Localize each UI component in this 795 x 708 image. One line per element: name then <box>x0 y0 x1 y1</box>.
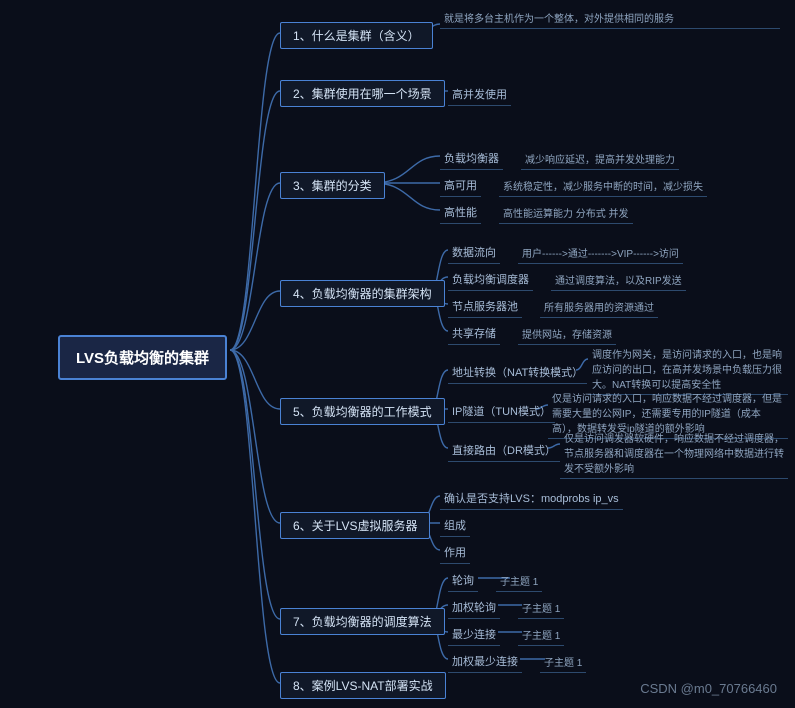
leaf-label: 直接路由（DR模式） <box>448 440 560 462</box>
leaf-label: 共享存储 <box>448 323 500 345</box>
root-label: LVS负载均衡的集群 <box>76 350 209 367</box>
leaf-desc: 就是将多台主机作为一个整体，对外提供相同的服务 <box>440 8 780 29</box>
leaf-label: 高并发使用 <box>448 84 511 106</box>
leaf-label: 高性能 <box>440 202 481 224</box>
leaf-label: 确认是否支持LVS：modprobs ip_vs <box>440 488 623 510</box>
branch-label: 8、案例LVS-NAT部署实战 <box>293 679 433 693</box>
mindmap: LVS负载均衡的集群 1、什么是集群（含义） 就是将多台主机作为一个整体，对外提… <box>0 0 795 708</box>
leaf-label: 地址转换（NAT转换模式） <box>448 362 587 384</box>
leaf-label: 加权最少连接 <box>448 651 522 673</box>
leaf-desc: 仅是访问调发器软硬件，响应数据不经过调度器，节点服务器和调度器在一个物理网络中数… <box>560 428 788 479</box>
branch-7[interactable]: 7、负载均衡器的调度算法 <box>280 608 445 635</box>
leaf-desc: 子主题 1 <box>496 571 542 592</box>
branch-label: 5、负载均衡器的工作模式 <box>293 405 432 419</box>
branch-4[interactable]: 4、负载均衡器的集群架构 <box>280 280 445 307</box>
branch-label: 3、集群的分类 <box>293 179 372 193</box>
leaf-label: 数据流向 <box>448 242 500 264</box>
leaf-label: 负载均衡器 <box>440 148 503 170</box>
root-node[interactable]: LVS负载均衡的集群 <box>58 335 227 380</box>
branch-label: 1、什么是集群（含义） <box>293 29 420 43</box>
branch-label: 6、关于LVS虚拟服务器 <box>293 519 417 533</box>
leaf-label: 作用 <box>440 542 470 564</box>
branch-5[interactable]: 5、负载均衡器的工作模式 <box>280 398 445 425</box>
leaf-desc: 用户------>通过------->VIP------>访问 <box>518 243 683 264</box>
leaf-label: 加权轮询 <box>448 597 500 619</box>
leaf-label: 高可用 <box>440 175 481 197</box>
branch-label: 4、负载均衡器的集群架构 <box>293 287 432 301</box>
leaf-label: 节点服务器池 <box>448 296 522 318</box>
branch-1[interactable]: 1、什么是集群（含义） <box>280 22 433 49</box>
branch-3[interactable]: 3、集群的分类 <box>280 172 385 199</box>
leaf-label: 负载均衡调度器 <box>448 269 533 291</box>
branch-label: 7、负载均衡器的调度算法 <box>293 615 432 629</box>
branch-label: 2、集群使用在哪一个场景 <box>293 87 432 101</box>
leaf-label: 最少连接 <box>448 624 500 646</box>
branch-8[interactable]: 8、案例LVS-NAT部署实战 <box>280 672 446 699</box>
leaf-desc: 子主题 1 <box>518 625 564 646</box>
leaf-desc: 通过调度算法，以及RIP发送 <box>551 270 686 291</box>
leaf-label: 轮询 <box>448 570 478 592</box>
leaf-desc: 所有服务器用的资源通过 <box>540 297 658 318</box>
leaf-desc: 提供网站，存储资源 <box>518 324 616 345</box>
leaf-desc: 子主题 1 <box>540 652 586 673</box>
leaf-label: 组成 <box>440 515 470 537</box>
leaf-label: IP隧道（TUN模式） <box>448 401 555 423</box>
leaf-desc: 高性能运算能力 分布式 并发 <box>499 203 633 224</box>
branch-6[interactable]: 6、关于LVS虚拟服务器 <box>280 512 430 539</box>
leaf-desc: 系统稳定性，减少服务中断的时间，减少损失 <box>499 176 707 197</box>
leaf-desc: 减少响应延迟，提高并发处理能力 <box>521 149 679 170</box>
watermark: CSDN @m0_70766460 <box>640 681 777 696</box>
branch-2[interactable]: 2、集群使用在哪一个场景 <box>280 80 445 107</box>
leaf-desc: 子主题 1 <box>518 598 564 619</box>
